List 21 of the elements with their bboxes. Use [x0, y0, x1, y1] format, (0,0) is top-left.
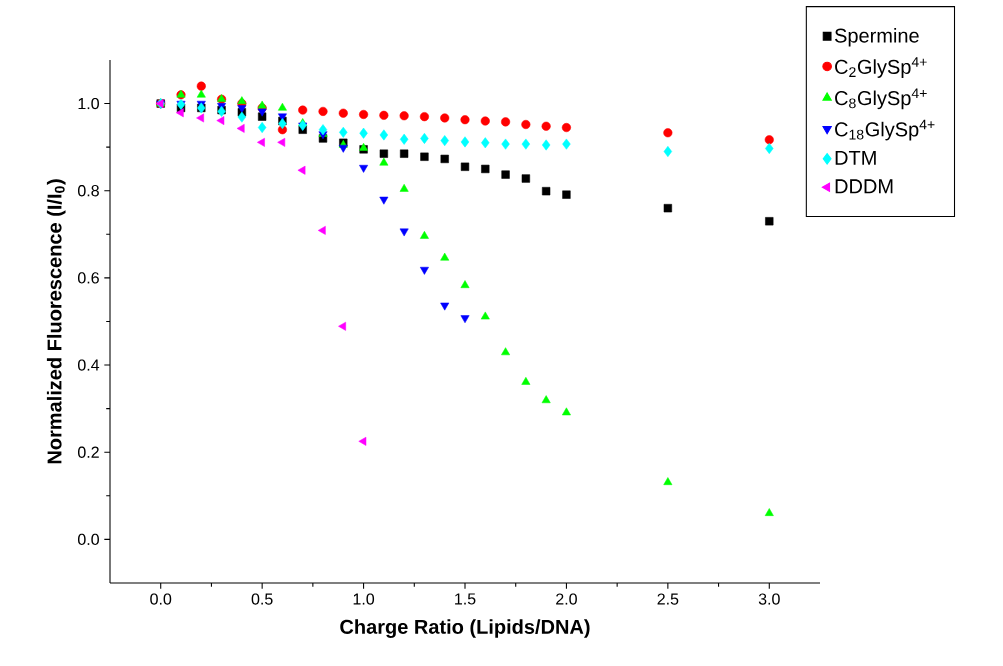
- y-tick-label: 0.4: [77, 359, 100, 371]
- x-tick-label: 0.0: [150, 593, 172, 605]
- y-tick-label: 1.0: [78, 97, 99, 110]
- legend-label: C$_{2}$GlySp$^{4+}$: [835, 57, 927, 78]
- x-tick-label: 1.0: [353, 593, 375, 605]
- x-axis-title: Charge Ratio (Lipids/DNA): [340, 619, 590, 638]
- x-tick-label: 2.5: [657, 593, 679, 605]
- y-tick-label: 0.8: [77, 185, 99, 197]
- x-tick-label: 1.5: [455, 593, 476, 605]
- legend-label: Spermine: [834, 27, 919, 47]
- y-tick-label: 0.0: [77, 533, 99, 546]
- x-tick-label: 0.5: [251, 593, 273, 605]
- y-tick-label: 0.2: [77, 446, 99, 458]
- x-tick-label: 2.0: [556, 593, 577, 605]
- legend-label: DDDM: [835, 179, 893, 194]
- y-axis-title: Normalized Fluorescence (I/I$_{0}$): [46, 179, 66, 464]
- x-tick-label: 3.0: [758, 593, 780, 605]
- legend-label: C$_{8}$GlySp$^{4+}$: [835, 88, 927, 110]
- y-tick-label: 0.6: [77, 272, 99, 284]
- legend-label: C$_{18}$GlySp$^{4+}$: [835, 119, 935, 141]
- legend-label: DTM: [835, 150, 876, 165]
